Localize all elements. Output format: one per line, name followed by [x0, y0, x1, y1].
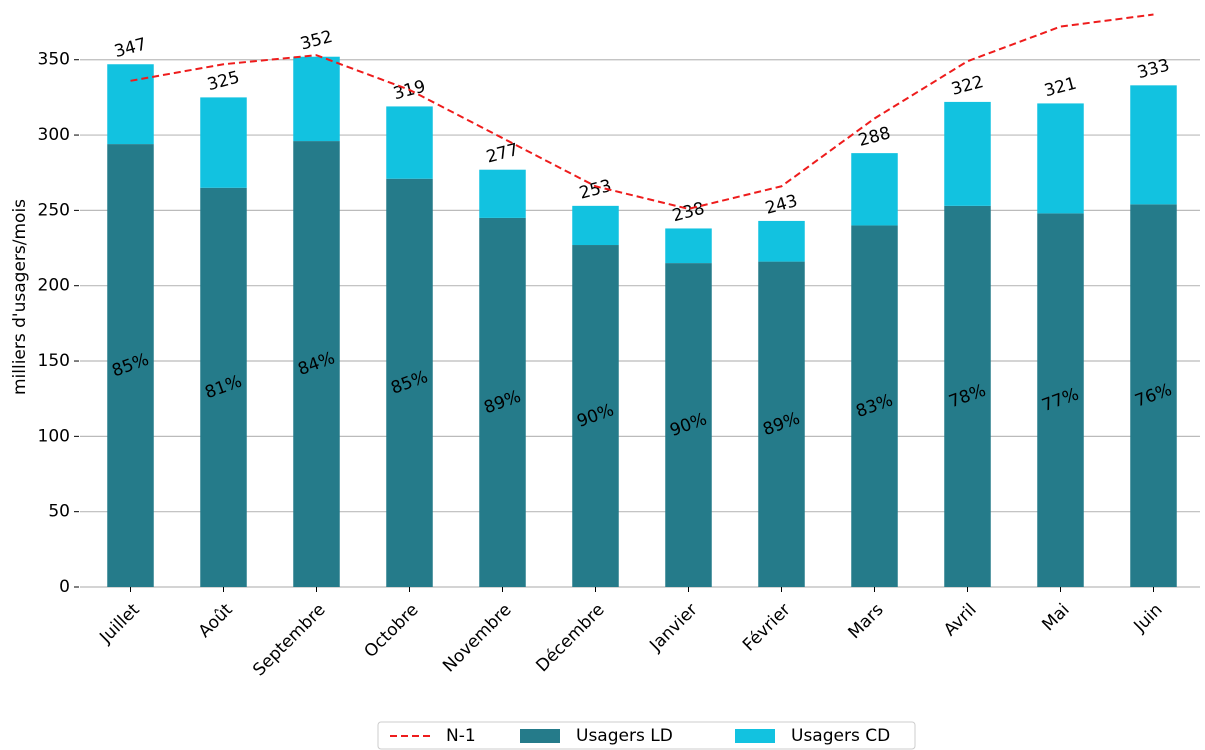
bar-segment — [386, 106, 433, 179]
x-tick-label: Octobre — [361, 600, 423, 662]
x-tick-label: Juillet — [95, 600, 143, 648]
bar-segment — [944, 101, 991, 206]
x-tick-label: Février — [739, 600, 795, 656]
bar-segment — [107, 64, 154, 145]
total-label: 352 — [298, 27, 335, 55]
bar-segment — [758, 220, 805, 262]
bar-segment — [1037, 213, 1084, 587]
y-tick-label: 0 — [59, 577, 70, 597]
total-label: 238 — [670, 199, 707, 227]
legend-label: Usagers CD — [791, 726, 890, 746]
x-tick-label: Août — [195, 600, 237, 642]
total-label: 322 — [949, 72, 986, 100]
bar-segment — [1037, 103, 1084, 214]
x-tick-label: Juin — [1130, 600, 1167, 637]
line-series — [130, 13, 1154, 210]
legend-swatch — [520, 729, 560, 743]
bar-segment — [386, 178, 433, 587]
total-label: 325 — [205, 68, 242, 96]
bar-segment — [851, 225, 898, 587]
bar-segment — [293, 141, 340, 587]
bar-segment — [1130, 204, 1177, 587]
y-tick-label: 100 — [38, 426, 70, 446]
bar-segment — [665, 263, 712, 587]
bar-segment — [851, 153, 898, 226]
x-tick-label: Novembre — [439, 600, 515, 676]
y-tick-label: 350 — [38, 50, 70, 70]
y-tick-label: 200 — [38, 276, 70, 296]
bar-segment — [200, 97, 247, 188]
y-tick-label: 150 — [38, 351, 70, 371]
total-label: 243 — [763, 191, 800, 219]
x-tick-label: Avril — [940, 600, 980, 640]
bar-segment — [107, 144, 154, 587]
bar-segment — [479, 169, 526, 218]
y-tick-label: 300 — [38, 125, 70, 145]
total-label: 277 — [484, 140, 521, 168]
legend-swatch — [735, 729, 775, 743]
y-tick-label: 250 — [38, 200, 70, 220]
total-label: 321 — [1042, 74, 1079, 102]
total-label: 347 — [112, 34, 149, 62]
bar-segment — [1130, 85, 1177, 205]
bar-segment — [572, 205, 619, 246]
x-tick-label: Décembre — [532, 600, 608, 676]
bar-segment — [572, 245, 619, 587]
bar-segment — [665, 228, 712, 264]
bar-segment — [293, 56, 340, 142]
x-tick-label: Mai — [1038, 600, 1073, 635]
y-tick-label: 50 — [48, 502, 70, 522]
x-tick-label: Janvier — [645, 600, 701, 656]
bar-segment — [479, 217, 526, 587]
bar-segment — [758, 261, 805, 587]
bar-segment — [200, 187, 247, 587]
legend-label: Usagers LD — [576, 726, 673, 746]
bar-segment — [944, 205, 991, 587]
legend-box — [377, 721, 916, 750]
y-axis-label: milliers d'usagers/mois — [10, 199, 30, 395]
x-tick-label: Mars — [844, 600, 887, 643]
x-tick-label: Septembre — [249, 600, 329, 680]
legend-label: N-1 — [446, 726, 476, 746]
